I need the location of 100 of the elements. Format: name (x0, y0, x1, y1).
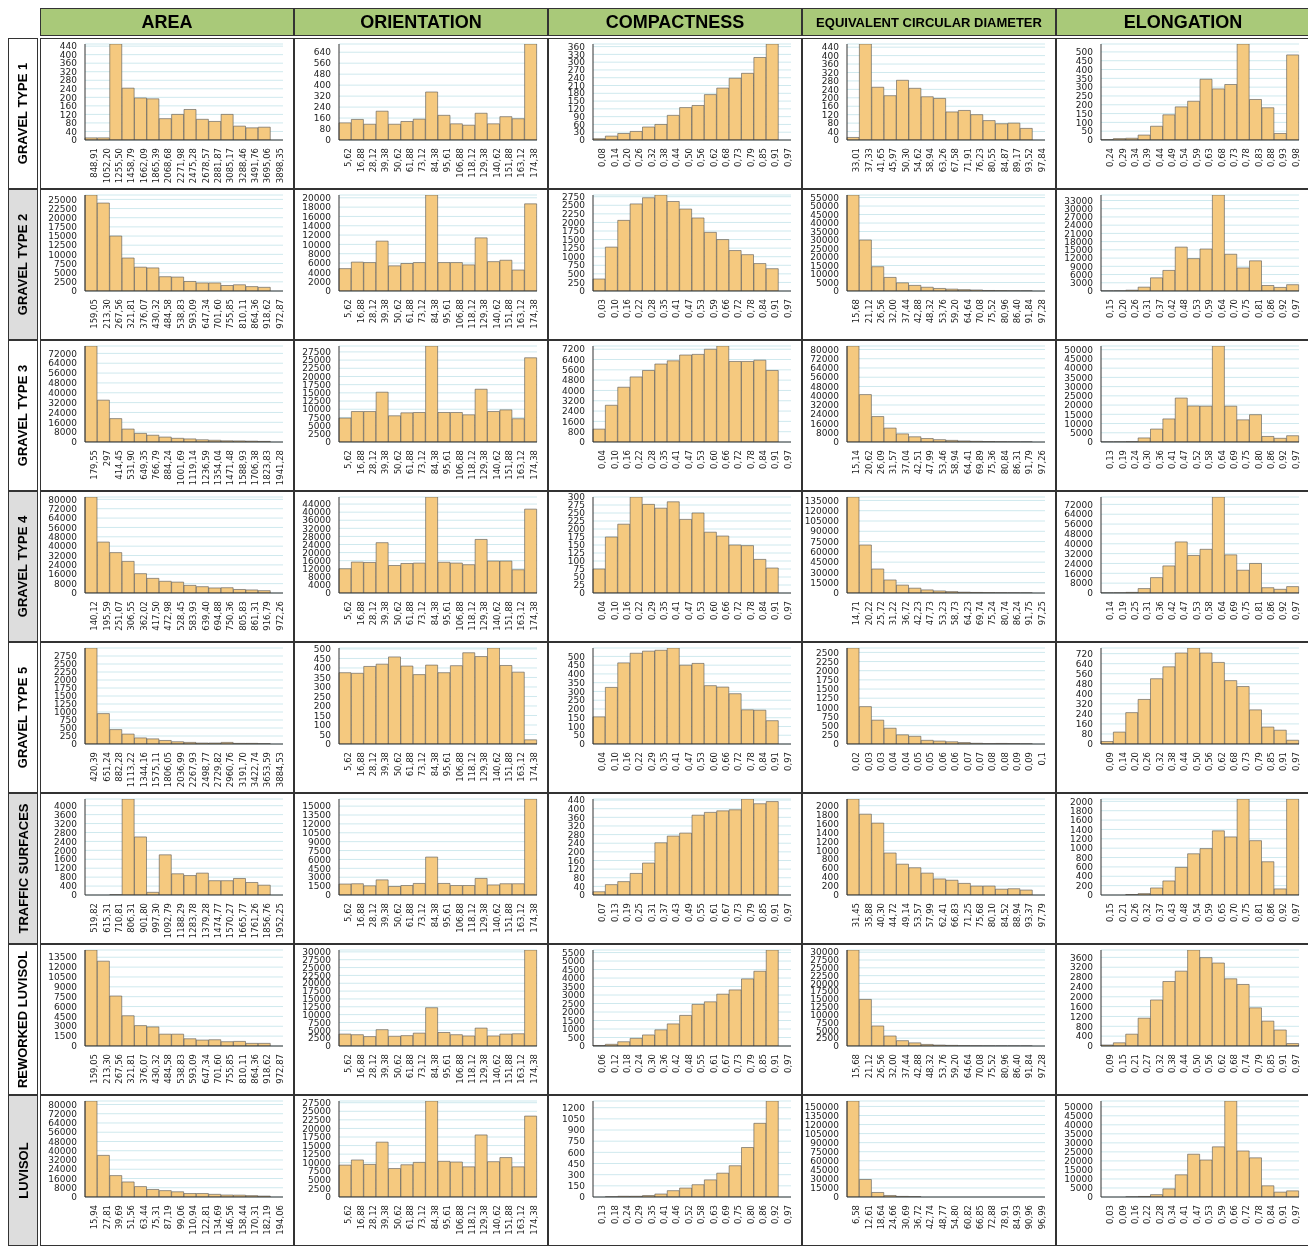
x-tick-label: 0,85 (758, 148, 769, 167)
y-axis-title: GRAVEL TYPE 4 (15, 515, 31, 618)
x-tick-label: 97,26 (1036, 450, 1047, 475)
x-tick-label: 0,32 (646, 148, 657, 167)
x-tick-label: 0,24 (621, 1205, 632, 1224)
y-axis-title: TRAFFIC SURFACES (15, 803, 31, 934)
x-tick-label: 0,35 (646, 1205, 657, 1224)
x-tick-label: 1344,16 (138, 752, 149, 788)
x-tick-label: 0,58 (1204, 601, 1215, 620)
y-tick-label: 20000 (1064, 1156, 1094, 1167)
x-tick-label: 0,52 (683, 1205, 694, 1224)
y-tick-label: 22500 (48, 203, 78, 214)
x-tick-label: 0,73 (1241, 752, 1252, 771)
x-tick-label: 0,88 (1266, 148, 1277, 167)
x-tick-label: 0,07 (962, 752, 973, 771)
y-tick-label: 0 (325, 437, 332, 448)
x-tick-label: 63,26 (937, 148, 948, 173)
x-tick-label: 1458,79 (126, 148, 137, 184)
y-tick-label: 0 (325, 890, 332, 901)
x-tick-label: 73,12 (417, 752, 428, 777)
y-tick-label: 5500 (562, 947, 586, 958)
x-tick-label: 0,15 (1117, 1054, 1128, 1073)
x-tick-label: 0,22 (634, 601, 645, 620)
x-tick-label: 0,30 (646, 1054, 657, 1073)
y-tick-label: 8000 (308, 572, 332, 583)
y-tick-label: 250 (59, 731, 78, 742)
y-tick-label: 100 (567, 721, 586, 732)
y-tick-label: 0 (579, 890, 586, 901)
x-tick-label: 0,91 (770, 450, 781, 469)
x-tick-label: 64,64 (962, 1054, 973, 1079)
x-tick-label: 84,52 (999, 903, 1010, 928)
x-tick-label: 129,38 (479, 903, 490, 933)
y-tick-label: 1500 (54, 691, 78, 702)
x-tick-label: 0,15 (1105, 299, 1116, 318)
x-tick-label: 0,35 (659, 601, 670, 620)
x-tick-label: 0,07 (974, 752, 985, 771)
y-tick-label: 180 (567, 88, 586, 99)
y-tick-label: 2500 (308, 1033, 332, 1044)
y-tick-label: 35000 (810, 226, 840, 237)
x-tick-label: 80,96 (999, 1054, 1010, 1079)
y-tick-label: 24000 (302, 539, 332, 550)
x-tick-label: 0,30 (1142, 450, 1153, 469)
x-tick-label: 414,45 (113, 450, 124, 480)
x-tick-label: 78,91 (999, 1205, 1010, 1230)
y-tick-label: 21000 (1064, 228, 1094, 239)
x-tick-label: 0,22 (634, 299, 645, 318)
y-tick-label: 2000 (816, 800, 840, 811)
x-tick-label: 2036,99 (175, 752, 186, 788)
x-tick-label: 12,61 (863, 1205, 874, 1230)
x-tick-label: 2271,98 (175, 148, 186, 184)
x-tick-label: 54,62 (913, 148, 924, 173)
x-tick-label: 0,60 (708, 752, 719, 771)
y-tick-label: 22500 (302, 1115, 332, 1126)
y-tick-label: 280 (821, 76, 840, 87)
y-tick-label: 10000 (302, 239, 332, 250)
y-tick-label: 20000 (1064, 400, 1094, 411)
x-tick-label: 1379,28 (200, 903, 211, 939)
x-tick-label: 0,28 (1154, 1205, 1165, 1224)
x-tick-label: 174,38 (528, 299, 539, 329)
y-tick-label: 6000 (1070, 269, 1094, 280)
y-tick-label: 360 (567, 812, 586, 823)
y-tick-label: 450 (1075, 55, 1094, 66)
x-tick-label: 0,47 (683, 601, 694, 620)
x-tick-label: 174,38 (528, 903, 539, 933)
x-tick-label: 151,88 (504, 903, 515, 933)
y-tick-label: 2000 (816, 665, 840, 676)
x-tick-label: 0,06 (597, 1054, 608, 1073)
y-tick-label: 22500 (302, 363, 332, 374)
x-tick-label: 84,93 (1012, 1205, 1023, 1230)
x-tick-label: 321,81 (126, 299, 137, 329)
y-tick-label: 1500 (54, 1031, 78, 1042)
x-tick-label: 0,91 (770, 601, 781, 620)
x-tick-label: 93,37 (1024, 903, 1035, 928)
x-tick-label: 0,59 (1204, 299, 1215, 318)
y-tick-label: 25000 (302, 355, 332, 366)
x-tick-label: 583,93 (188, 601, 199, 631)
y-tick-label: 300 (313, 682, 332, 693)
y-tick-label: 32000 (810, 400, 840, 411)
y-tick-label: 0 (1087, 739, 1094, 750)
y-tick-label: 48000 (48, 1136, 78, 1147)
x-tick-label: 194,06 (274, 1205, 285, 1235)
x-tick-label: 0,31 (646, 903, 657, 922)
x-tick-label: 75,36 (987, 450, 998, 475)
y-tick-label: 10000 (302, 1009, 332, 1020)
x-tick-label: 2729,82 (212, 752, 223, 788)
x-tick-label: 0,81 (1253, 299, 1264, 318)
x-tick-label: 58,73 (950, 601, 961, 626)
x-tick-label: 267,56 (113, 1054, 124, 1084)
x-tick-label: 882,28 (113, 752, 124, 782)
y-tick-label: 320 (567, 821, 586, 832)
y-tick-label: 500 (1075, 47, 1094, 58)
x-tick-label: 61,88 (405, 1054, 416, 1079)
y-tick-label: 2400 (562, 406, 586, 417)
x-tick-label: 0,75 (1241, 450, 1252, 469)
x-tick-label: 61,88 (405, 752, 416, 777)
y-tick-label: 1000 (816, 845, 840, 856)
x-tick-label: 48,77 (937, 1205, 948, 1230)
y-tick-label: 40 (827, 126, 840, 137)
x-tick-label: 0,78 (745, 752, 756, 771)
y-tick-label: 2500 (54, 659, 78, 670)
